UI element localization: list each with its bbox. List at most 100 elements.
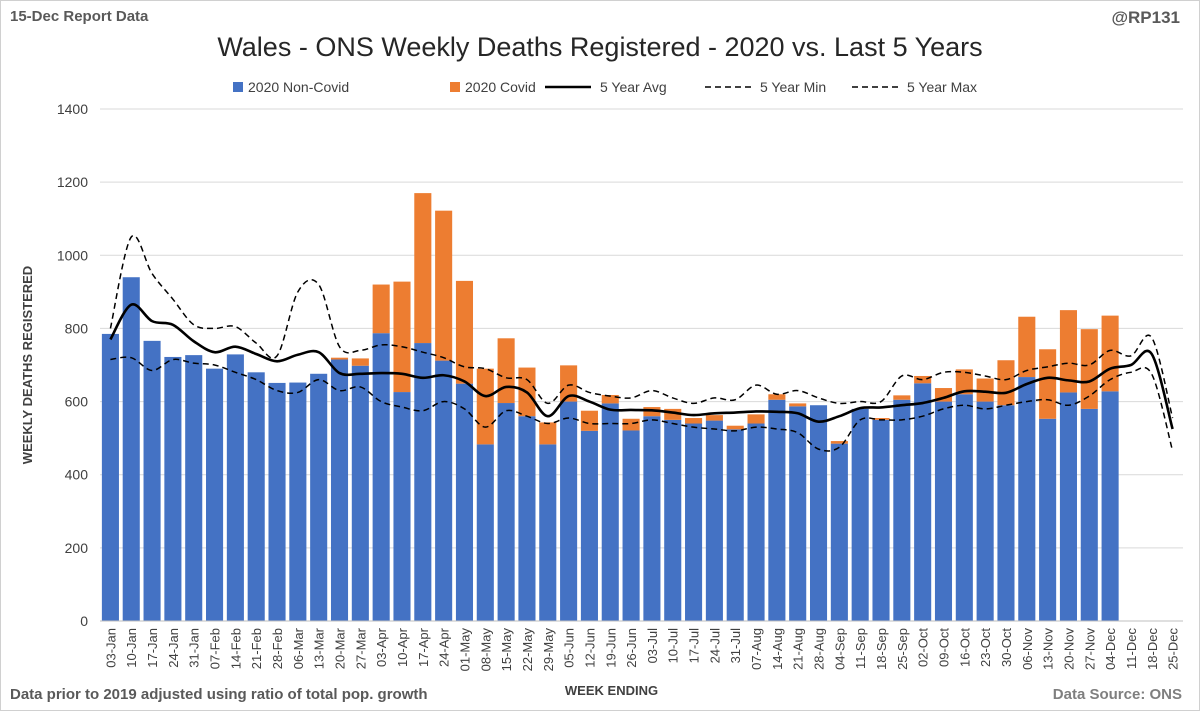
x-tick-label: 28-Aug (812, 628, 827, 670)
bar-non-covid (997, 405, 1015, 621)
x-axis-title: WEEK ENDING (565, 683, 658, 698)
bar-covid (747, 414, 765, 424)
bar-covid (393, 281, 411, 393)
bar-non-covid (893, 399, 911, 621)
bar-covid (497, 338, 515, 404)
bar-covid (601, 394, 619, 404)
bar-covid (976, 378, 994, 402)
axes: 0 200 400 600 800 1000 1200 1400 03-Jan 10-Jan 17-… (20, 101, 1183, 698)
legend-swatch (450, 82, 460, 92)
bar-non-covid (685, 423, 703, 621)
bar-covid (997, 360, 1015, 406)
x-tick-label: 20-Mar (333, 627, 348, 669)
bar-non-covid (143, 340, 161, 621)
x-tick-label: 04-Dec (1103, 628, 1118, 670)
5-year-avg-line (109, 303, 1174, 430)
x-tick-label: 22-May (520, 628, 535, 672)
bar-non-covid (601, 403, 619, 621)
bar-non-covid (560, 401, 578, 621)
bar-non-covid (664, 419, 682, 621)
bar-covid (1039, 349, 1057, 419)
bar-covid (872, 418, 890, 420)
bar-non-covid (101, 333, 119, 621)
x-tick-label: 01-May (457, 628, 472, 672)
y-axis-title: WEEKLY DEATHS REGISTERED (20, 266, 35, 464)
y-tick-label: 400 (65, 467, 89, 483)
x-tick-label: 17-Jul (687, 628, 702, 664)
x-tick-label: 04-Sep (832, 628, 847, 670)
bar-non-covid (247, 372, 265, 621)
bar-non-covid (185, 355, 203, 621)
bar-non-covid (1059, 392, 1077, 621)
y-tick-label: 800 (65, 320, 89, 336)
x-tick-label: 17-Jan (145, 628, 160, 668)
bar-covid (830, 441, 848, 444)
footnote-adjustment: Data prior to 2019 adjusted using ratio … (10, 686, 428, 703)
bar-covid (1080, 329, 1098, 409)
legend: 2020 Non-Covid 2020 Covid 5 Year Avg 5 Year… (233, 79, 977, 95)
x-tick-label: 25-Sep (895, 628, 910, 670)
bar-covid (685, 418, 703, 424)
x-tick-label: 08-May (478, 628, 493, 672)
x-tick-label: 30-Oct (999, 628, 1014, 667)
bar-covid (580, 410, 598, 431)
x-tick-label: 02-Oct (916, 628, 931, 667)
x-tick-label: 27-Nov (1082, 628, 1097, 670)
bar-covid (1059, 310, 1077, 393)
bar-covid (726, 425, 744, 430)
x-tick-label: 14-Aug (770, 628, 785, 670)
bar-covid (330, 357, 349, 360)
x-tick-label: 18-Sep (874, 628, 889, 670)
bar-covid (476, 368, 494, 445)
bar-non-covid (351, 365, 369, 621)
bar-non-covid (809, 405, 828, 621)
legend-label: 5 Year Max (907, 79, 977, 95)
x-tick-label: 03-Jan (103, 628, 118, 668)
data-source: Data Source: ONS (1052, 686, 1182, 703)
bar-covid (455, 280, 474, 384)
x-tick-label: 12-Jun (582, 628, 597, 668)
bar-non-covid (164, 356, 182, 621)
legend-label: 2020 Non-Covid (248, 79, 349, 95)
bar-non-covid (851, 408, 869, 621)
y-tick-label: 1400 (57, 101, 88, 117)
x-tick-label: 13-Nov (1041, 628, 1056, 670)
x-tick-label: 24-Jul (707, 628, 722, 664)
bar-non-covid (726, 429, 744, 621)
chart-title: Wales - ONS Weekly Deaths Registered - 2… (217, 32, 983, 62)
bar-covid (351, 358, 369, 366)
x-tick-label: 23-Oct (978, 628, 993, 667)
bar-non-covid (1018, 377, 1036, 621)
x-tick-label: 03-Apr (374, 627, 389, 667)
x-tick-label: 03-Jul (645, 628, 660, 664)
y-tick-label: 200 (65, 540, 89, 556)
bar-covid (435, 210, 453, 361)
bar-non-covid (414, 343, 432, 621)
bar-non-covid (705, 420, 723, 621)
5-year-min-line (110, 356, 1174, 452)
x-tick-label: 16-Oct (957, 628, 972, 667)
bar-non-covid (476, 444, 494, 621)
bar-covid (1018, 316, 1036, 378)
bar-non-covid (268, 382, 286, 621)
bar-non-covid (289, 382, 307, 621)
x-tick-label: 10-Jan (124, 628, 139, 668)
y-tick-label: 0 (80, 613, 88, 629)
bar-covid (893, 395, 911, 400)
bar-covid (955, 369, 973, 395)
x-tick-label: 06-Nov (1020, 628, 1035, 670)
x-tick-label: 27-Mar (353, 627, 368, 669)
bar-non-covid (226, 354, 244, 621)
bar-non-covid (976, 401, 994, 621)
x-tick-label: 29-May (541, 628, 556, 672)
x-tick-label: 21-Feb (249, 628, 264, 669)
x-tick-label: 21-Aug (791, 628, 806, 670)
y-tick-label: 1200 (57, 174, 88, 190)
x-tick-label: 20-Nov (1061, 628, 1076, 670)
bar-covid (789, 403, 807, 407)
bar-covid (622, 418, 640, 431)
x-tick-label: 09-Oct (936, 628, 951, 667)
bar-covid (372, 284, 390, 334)
x-tick-label: 05-Jun (562, 628, 577, 668)
legend-label: 5 Year Avg (600, 79, 667, 95)
